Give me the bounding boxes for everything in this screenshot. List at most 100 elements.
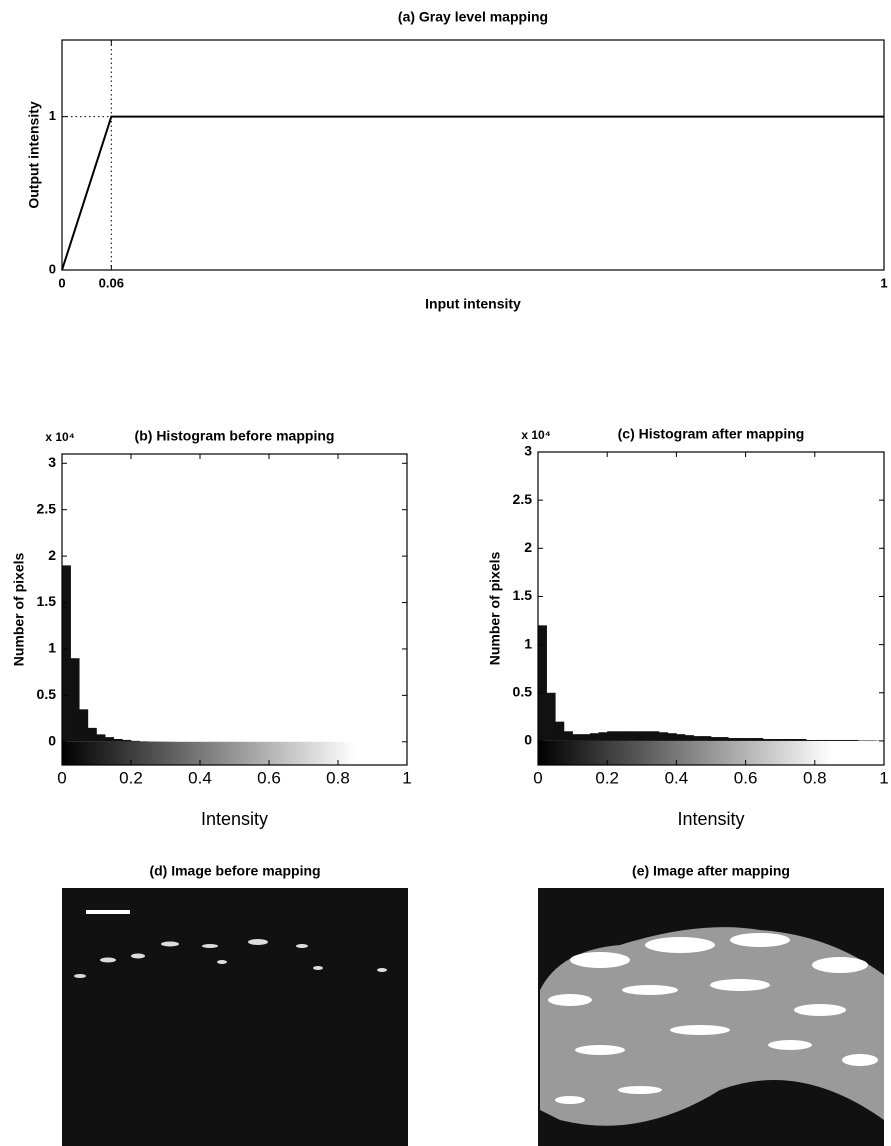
hist-bar (711, 737, 720, 741)
y-tick-label: 1.5 (37, 593, 57, 609)
colorbar (538, 740, 884, 765)
colorbar (62, 741, 407, 765)
hist-bar (598, 732, 608, 741)
y-tick-label: 1.5 (513, 587, 533, 603)
y-tick-label: 3 (524, 443, 532, 459)
hist-bar (685, 735, 694, 741)
x-tick-label: 0.4 (665, 768, 689, 787)
x-tick-label: 0.2 (119, 768, 143, 787)
y-axis-label: Number of pixels (487, 552, 503, 666)
hist-bar (659, 732, 669, 741)
image-after-speckles (548, 933, 878, 1104)
chart-title: (b) Histogram before mapping (135, 428, 335, 444)
hist-bar (641, 731, 651, 741)
hist-bar (122, 739, 132, 742)
hist-bar (754, 738, 764, 741)
axis-exponent: x 10⁴ (521, 428, 550, 442)
x-tick-label: 1 (879, 768, 888, 787)
hist-bar (96, 734, 106, 742)
x-tick-label: 0 (533, 768, 542, 787)
x-tick-label: 0 (58, 275, 65, 290)
hist-bar (823, 739, 833, 741)
axis-exponent: x 10⁴ (45, 430, 74, 444)
chart-title: (a) Gray level mapping (398, 9, 548, 25)
hist-bar (581, 734, 591, 741)
scale-bar (86, 910, 130, 914)
hist-bar (633, 731, 643, 741)
hist-bar (563, 731, 573, 741)
image-title: (d) Image before mapping (149, 863, 320, 879)
hist-bar (62, 565, 71, 742)
x-tick-label: 0 (57, 768, 66, 787)
y-tick-label: 2.5 (37, 500, 57, 516)
hist-bar (771, 738, 781, 741)
y-tick-label: 0 (49, 261, 56, 276)
hist-bar (702, 736, 712, 741)
image-before-speckles (74, 939, 387, 978)
mapping-line (61, 115, 884, 271)
y-tick-label: 1 (48, 640, 56, 656)
hist-bar (615, 731, 625, 741)
plot-frame (61, 453, 408, 766)
hist-bar (797, 738, 807, 741)
hist-bar (546, 692, 556, 741)
x-tick-label: 0.2 (595, 768, 619, 787)
hist-bar (849, 739, 859, 741)
y-axis-label: Output intensity (26, 101, 42, 209)
hist-bar (719, 737, 729, 741)
hist-bar (788, 738, 798, 741)
x-tick-label: 0.06 (99, 275, 124, 290)
hist-bar (572, 734, 582, 741)
hist-bar (693, 736, 703, 741)
x-tick-label: 0.6 (257, 768, 281, 787)
hist-bar (814, 739, 824, 741)
chart-title: (c) Histogram after mapping (618, 426, 805, 442)
hist-bar (745, 738, 755, 741)
y-tick-label: 1 (524, 635, 532, 651)
hist-bar (607, 731, 617, 741)
y-tick-label: 0.5 (513, 683, 533, 699)
image-title: (e) Image after mapping (632, 863, 790, 879)
hist-bar (762, 738, 772, 741)
hist-bar (113, 739, 123, 742)
hist-bar (676, 734, 686, 741)
hist-bar (555, 721, 565, 741)
hist-bar (736, 738, 746, 741)
x-tick-label: 1 (402, 768, 411, 787)
hist-bar (105, 737, 115, 742)
plot-frame (61, 39, 885, 271)
hist-bar (780, 738, 790, 741)
x-axis-label: Intensity (677, 809, 744, 829)
y-axis-label: Number of pixels (11, 553, 27, 667)
x-tick-label: 0.4 (188, 768, 212, 787)
y-tick-label: 2 (48, 547, 56, 563)
y-tick-label: 0 (524, 732, 532, 748)
hist-bar (832, 739, 842, 741)
hist-bar (79, 709, 89, 742)
hist-bar (840, 739, 850, 741)
x-axis-label: Intensity (201, 809, 268, 829)
image-before (62, 888, 408, 1146)
hist-bar (70, 658, 80, 742)
y-tick-label: 0 (48, 732, 56, 748)
hist-bar (538, 625, 547, 741)
hist-bar (728, 738, 738, 741)
y-tick-label: 3 (48, 454, 56, 470)
y-tick-label: 1 (49, 108, 56, 123)
hist-bar (87, 727, 97, 742)
hist-bar (131, 740, 140, 742)
plot-frame (537, 451, 885, 766)
hist-bar (624, 731, 634, 741)
x-tick-label: 0.6 (734, 768, 758, 787)
hist-bar (806, 739, 816, 741)
x-tick-label: 0.8 (326, 768, 350, 787)
x-tick-label: 1 (880, 275, 887, 290)
hist-bar (650, 731, 660, 741)
hist-bar (667, 733, 677, 741)
y-tick-label: 0.5 (37, 686, 57, 702)
x-tick-label: 0.8 (803, 768, 827, 787)
hist-bar (589, 733, 599, 741)
x-axis-label: Input intensity (425, 296, 521, 312)
y-tick-label: 2 (524, 539, 532, 555)
